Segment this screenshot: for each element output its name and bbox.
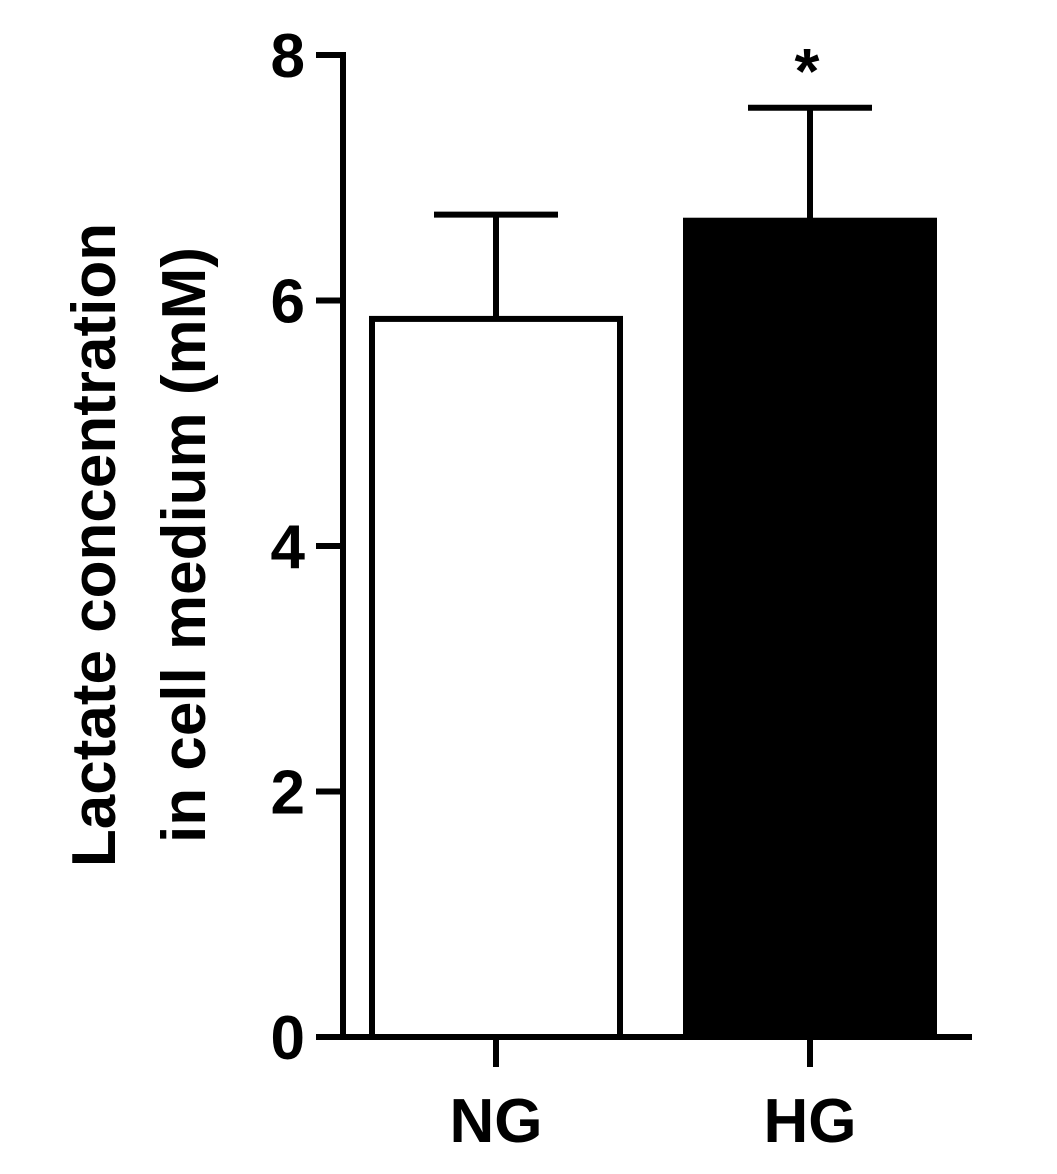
y-axis-label-line-1: Lactate concentration [60, 223, 129, 867]
significance-marker-hg: * [795, 35, 820, 107]
y-axis-label: Lactate concentration in cell medium (mM… [60, 223, 219, 867]
plot-area: NG HG 0 2 4 6 8 * [271, 22, 972, 1156]
y-axis-label-line-2: in cell medium (mM) [150, 247, 219, 843]
y-tick-label-8: 8 [271, 22, 305, 91]
y-tick-label-4: 4 [271, 513, 306, 582]
x-tick-label-ng: NG [450, 1087, 543, 1156]
y-tick-label-6: 6 [271, 268, 305, 337]
y-tick-label-2: 2 [271, 759, 305, 828]
bar-hg [683, 217, 937, 1040]
y-tick-label-0: 0 [271, 1004, 305, 1073]
x-tick-label-hg: HG [764, 1087, 857, 1156]
bar-ng [369, 315, 623, 1041]
